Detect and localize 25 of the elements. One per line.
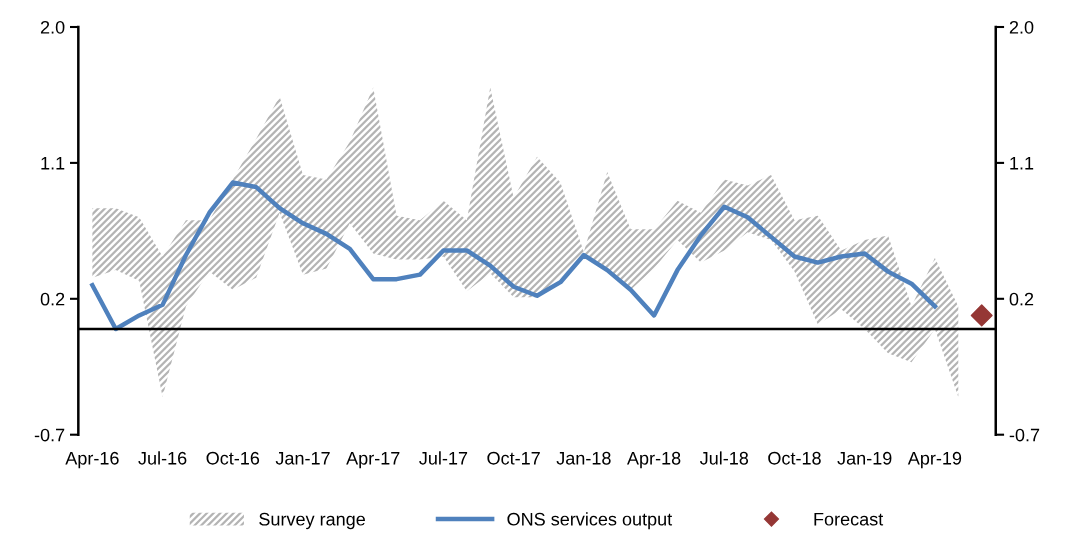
y2-tick-label: 1.1 (1010, 157, 1034, 170)
x-tick-label: Jul-17 (419, 451, 468, 465)
y-tick-label: -0.7 (34, 428, 65, 442)
x-tick-label: Oct-16 (206, 451, 260, 465)
x-tick-label: Jan-18 (556, 451, 611, 465)
y2-tick-label: 2.0 (1009, 20, 1034, 34)
y-tick-label: 1.1 (41, 157, 65, 170)
y-tick-label: 0.2 (40, 292, 65, 306)
y2-tick-label: 0.2 (1009, 292, 1034, 306)
x-tick-label: Apr-17 (346, 452, 400, 469)
x-tick-label: Oct-17 (487, 451, 540, 465)
y2-tick-label: -0.7 (1009, 428, 1040, 442)
x-tick-label: Jan-19 (837, 451, 892, 465)
x-tick-label: Jan-17 (275, 452, 330, 465)
x-tick-label: Oct-18 (768, 451, 821, 465)
legend-label: Survey range (259, 512, 365, 530)
legend-label: Forecast (814, 512, 884, 526)
legend-label: ONS services output (507, 512, 673, 530)
line-series (90, 180, 938, 332)
x-tick-label: Apr-16 (65, 451, 119, 469)
x-tick-label: Apr-18 (627, 451, 681, 469)
y-tick-label: 2.0 (40, 20, 65, 34)
x-tick-label: Apr-19 (907, 451, 962, 469)
x-tick-label: Jul-16 (138, 451, 187, 465)
x-tick-label: Jul-18 (699, 451, 749, 465)
